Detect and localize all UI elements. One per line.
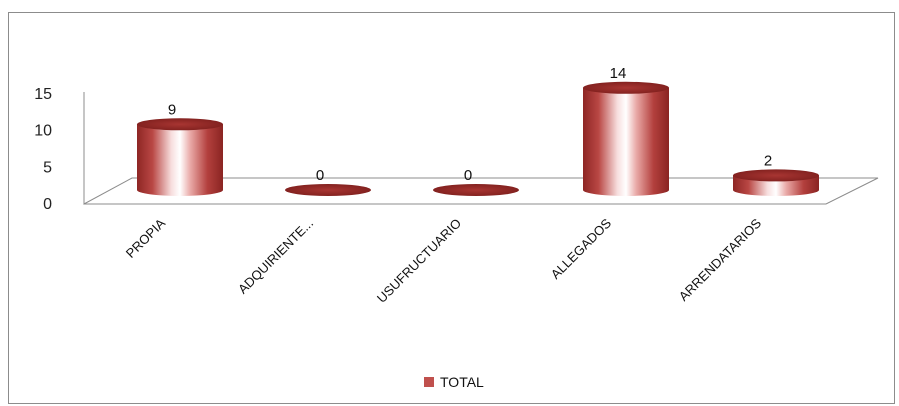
y-tick-label: 0 xyxy=(43,196,52,213)
bar-top xyxy=(137,118,223,131)
data-label: 2 xyxy=(764,152,772,169)
x-tick-label: ADQUIRIENTE... xyxy=(235,216,316,297)
back-wall xyxy=(83,92,879,205)
bar xyxy=(583,81,669,196)
y-axis-ticks: 0 5 10 15 xyxy=(34,86,52,213)
y-tick-label: 15 xyxy=(34,86,52,103)
y-tick-label: 5 xyxy=(43,159,52,176)
x-tick-label: USUFRUCTUARIO xyxy=(374,216,464,306)
data-label: 9 xyxy=(168,101,176,118)
data-label: 14 xyxy=(610,65,627,82)
x-tick-label: ALLEGADOS xyxy=(548,215,615,282)
legend: TOTAL xyxy=(424,374,484,390)
x-tick-label: ARRENDATARIOS xyxy=(676,215,765,304)
bar-body xyxy=(583,87,669,196)
bar-series-total xyxy=(137,81,819,196)
bar xyxy=(285,184,371,196)
data-labels: 9 0 0 14 2 xyxy=(168,65,772,184)
chart-axes xyxy=(83,92,879,205)
data-label: 0 xyxy=(464,167,472,184)
bar-body xyxy=(137,124,223,196)
bar xyxy=(733,169,819,196)
bar-top xyxy=(433,184,519,196)
bar-top xyxy=(733,169,819,182)
legend-swatch-total xyxy=(424,377,434,387)
bar xyxy=(433,184,519,196)
x-tick-label: PROPIA xyxy=(123,215,169,261)
bar xyxy=(137,118,223,196)
chart-frame xyxy=(8,12,895,404)
x-axis-ticks: PROPIA ADQUIRIENTE... USUFRUCTUARIO ALLEGAD… xyxy=(123,215,765,306)
bar-top xyxy=(285,184,371,196)
y-tick-label: 10 xyxy=(34,123,52,140)
bar-top xyxy=(583,81,669,94)
data-label: 0 xyxy=(316,167,324,184)
legend-label-total: TOTAL xyxy=(440,374,484,390)
